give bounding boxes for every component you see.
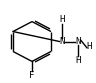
Text: H: H xyxy=(75,56,81,65)
Text: H: H xyxy=(60,15,65,24)
Text: F: F xyxy=(29,71,35,80)
Text: N: N xyxy=(60,37,65,46)
Text: N: N xyxy=(75,37,81,46)
Text: H: H xyxy=(86,42,91,51)
